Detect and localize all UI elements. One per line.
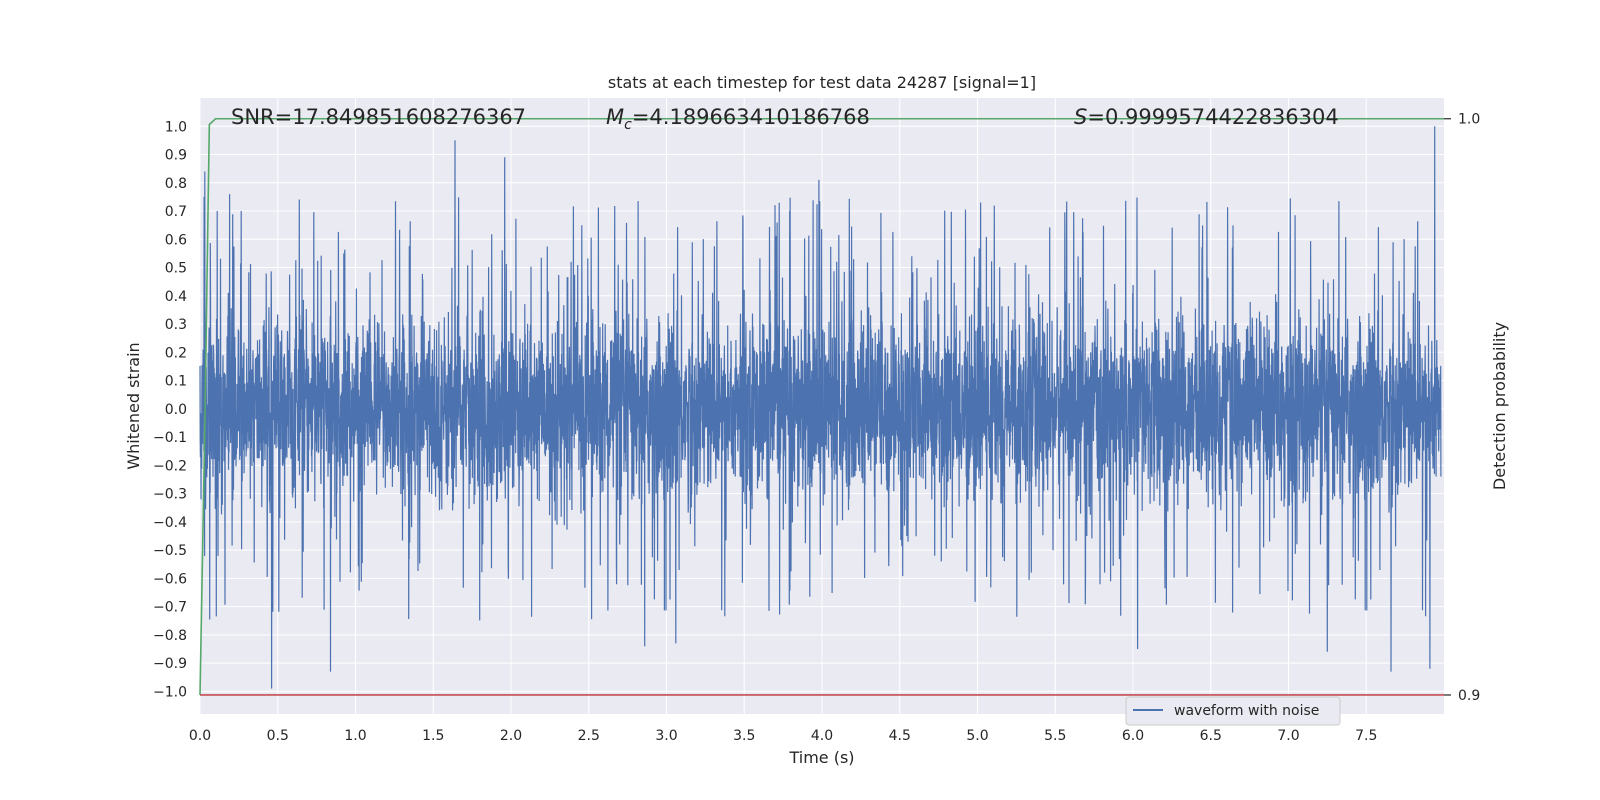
y-tick-label: 0.9 (165, 148, 187, 164)
x-tick-label: 2.0 (500, 728, 522, 744)
y-tick-label: −0.1 (153, 430, 187, 446)
y-tick-label: 0.4 (165, 289, 187, 305)
y-tick-label: 0.3 (165, 317, 187, 333)
y-tick-label: −0.5 (153, 543, 187, 559)
s-annotation: S=0.9999574422836304 (1074, 105, 1339, 129)
x-tick-label: 1.5 (422, 728, 444, 744)
waveform-line (199, 126, 1442, 689)
x-tick-label: 5.0 (966, 728, 988, 744)
y-axis-title: Whitened strain (124, 342, 143, 469)
x-tick-label: 6.0 (1122, 728, 1144, 744)
y-tick-label: 0.0 (165, 402, 187, 418)
chart-title: stats at each timestep for test data 242… (608, 73, 1036, 92)
y-tick-label: −1.0 (153, 684, 187, 700)
y-tick-label: −0.6 (153, 571, 187, 587)
legend: waveform with noise (1125, 696, 1341, 726)
y-tick-label: −0.3 (153, 487, 187, 503)
x-tick-label: 7.0 (1277, 728, 1299, 744)
x-tick-label: 1.0 (344, 728, 366, 744)
x-tick-label: 3.0 (655, 728, 677, 744)
snr-annotation: SNR=17.849851608276367 (231, 105, 526, 129)
y-tick-labels: 1.0 0.9 0.8 0.7 0.6 0.5 0.4 0.3 0.2 0.1 0.0 −0.1 −0.… (153, 119, 187, 700)
y-tick-label: −0.7 (153, 600, 187, 616)
s-value: =0.9999574422836304 (1087, 105, 1338, 129)
probability-line (199, 117, 1444, 695)
chirp-mass-symbol: M (606, 105, 624, 129)
chirp-mass-subscript: c (624, 117, 632, 133)
x-tick-label: 6.5 (1200, 728, 1222, 744)
y-right-tick-label: 1.0 (1458, 112, 1480, 128)
y-tick-label: 1.0 (165, 119, 187, 135)
x-tick-labels: 0.0 0.5 1.0 1.5 2.0 2.5 3.0 3.5 4.0 4.5 5.0 5.5 6.0 6… (189, 728, 1378, 744)
y-tick-label: 0.5 (165, 261, 187, 277)
chirp-mass-annotation: Mc=4.189663410186768 (606, 105, 870, 133)
chirp-mass-value: =4.189663410186768 (632, 105, 870, 129)
x-tick-label: 4.0 (811, 728, 833, 744)
y-tick-label: 0.1 (165, 374, 187, 390)
y-tick-label: −0.4 (153, 515, 187, 531)
x-tick-label: 7.5 (1355, 728, 1377, 744)
legend-label-waveform: waveform with noise (1174, 703, 1319, 719)
waveform-series (199, 126, 1442, 689)
s-symbol: S (1074, 105, 1087, 129)
y-right-tick-labels: 1.0 0.9 (1444, 112, 1480, 704)
y-tick-label: 0.2 (165, 345, 187, 361)
x-tick-label: 5.5 (1044, 728, 1066, 744)
x-tick-label: 0.5 (267, 728, 289, 744)
x-tick-label: 0.0 (189, 728, 211, 744)
y-tick-label: 0.8 (165, 176, 187, 192)
y-tick-label: −0.8 (153, 628, 187, 644)
y-tick-label: −0.2 (153, 458, 187, 474)
probability-series (199, 117, 1444, 695)
x-tick-label: 3.5 (733, 728, 755, 744)
legend-box (1125, 696, 1341, 726)
y-right-axis-title: Detection probability (1490, 322, 1509, 490)
y-tick-label: 0.6 (165, 232, 187, 248)
x-axis-title: Time (s) (788, 748, 854, 767)
y-right-tick-label: 0.9 (1458, 688, 1480, 704)
x-tick-label: 2.5 (578, 728, 600, 744)
x-tick-label: 4.5 (889, 728, 911, 744)
y-tick-label: −0.9 (153, 656, 187, 672)
y-tick-label: 0.7 (165, 204, 187, 220)
